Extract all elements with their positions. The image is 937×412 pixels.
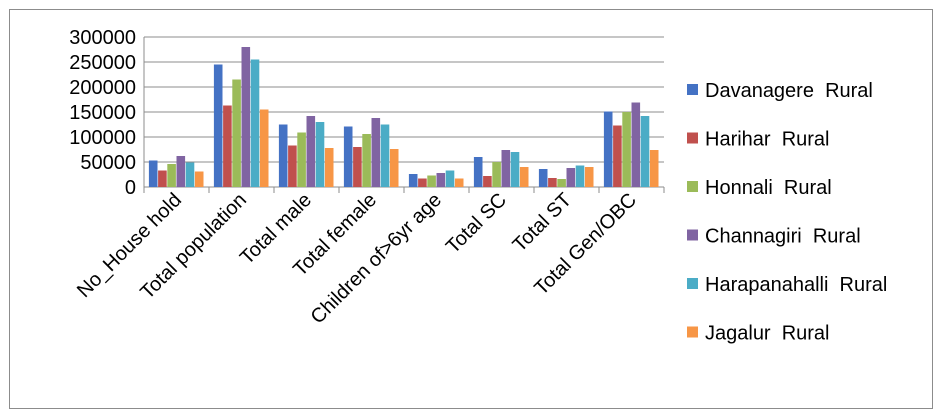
legend-label: Davanagere Rural xyxy=(705,80,873,102)
bar xyxy=(371,118,381,187)
bar xyxy=(362,134,371,187)
bar xyxy=(603,111,613,187)
bar xyxy=(510,152,520,187)
bar xyxy=(613,125,622,187)
legend: Davanagere Rural Harihar Rural Honnali Rur… xyxy=(687,80,887,345)
bar xyxy=(324,148,334,187)
bar xyxy=(353,147,362,187)
bar xyxy=(176,156,186,187)
x-tick-label: Children of>6yr age xyxy=(307,189,446,328)
bar xyxy=(213,64,223,187)
bar xyxy=(566,168,576,187)
bar xyxy=(519,167,529,187)
x-tick-label: Total ST xyxy=(509,189,576,256)
bar xyxy=(223,105,232,187)
bar xyxy=(622,112,631,187)
legend-swatch xyxy=(687,278,698,289)
bar xyxy=(575,165,585,187)
bar xyxy=(389,149,399,187)
bar xyxy=(640,116,650,187)
bar xyxy=(631,102,641,187)
legend-label: Jagalur Rural xyxy=(705,323,830,345)
bar xyxy=(538,169,548,187)
bar xyxy=(454,178,464,187)
x-tick-label: Total SC xyxy=(442,189,511,258)
legend-swatch xyxy=(687,132,698,144)
y-tick-label: 250000 xyxy=(69,52,136,74)
bar xyxy=(483,176,492,187)
bar xyxy=(445,170,455,187)
y-tick-labels: 300000 250000 200000 150000 100000 50000 0 xyxy=(69,27,136,199)
bar xyxy=(418,178,427,187)
chart-frame xyxy=(9,9,933,409)
bar xyxy=(557,179,566,187)
bar xyxy=(158,170,167,187)
bar xyxy=(473,157,483,187)
y-tick-label: 300000 xyxy=(69,27,136,49)
bars-layer xyxy=(148,47,659,187)
y-tick-label: 200000 xyxy=(69,77,136,99)
bar xyxy=(241,47,251,187)
bar xyxy=(148,160,158,187)
legend-label: Channagiri Rural xyxy=(705,226,861,248)
bar xyxy=(380,124,390,187)
bar xyxy=(649,150,659,187)
bar xyxy=(306,116,316,187)
legend-label: Harihar Rural xyxy=(705,129,829,151)
bar xyxy=(194,171,204,187)
bar xyxy=(501,150,511,187)
bar xyxy=(232,79,241,187)
legend-swatch xyxy=(687,326,698,338)
bar xyxy=(297,132,306,187)
y-tick-label: 0 xyxy=(125,177,136,199)
bar xyxy=(167,164,176,187)
legend-label: Honnali Rural xyxy=(705,177,832,199)
bar xyxy=(278,124,288,187)
bar xyxy=(259,109,269,187)
legend-swatch xyxy=(687,84,698,95)
bar xyxy=(436,173,446,187)
bar xyxy=(250,59,260,187)
bar xyxy=(427,175,436,187)
bar xyxy=(343,126,353,187)
bar xyxy=(492,162,501,187)
bar xyxy=(548,178,557,187)
bar xyxy=(408,174,418,187)
y-tick-label: 150000 xyxy=(69,102,136,124)
y-tick-label: 50000 xyxy=(80,152,136,174)
bar xyxy=(185,162,195,187)
legend-swatch xyxy=(687,181,698,192)
legend-label: Harapanahalli Rural xyxy=(705,274,887,296)
y-tick-label: 100000 xyxy=(69,127,136,149)
bar xyxy=(584,167,594,187)
bar xyxy=(288,145,297,187)
legend-swatch xyxy=(687,229,698,241)
bar xyxy=(315,122,325,187)
